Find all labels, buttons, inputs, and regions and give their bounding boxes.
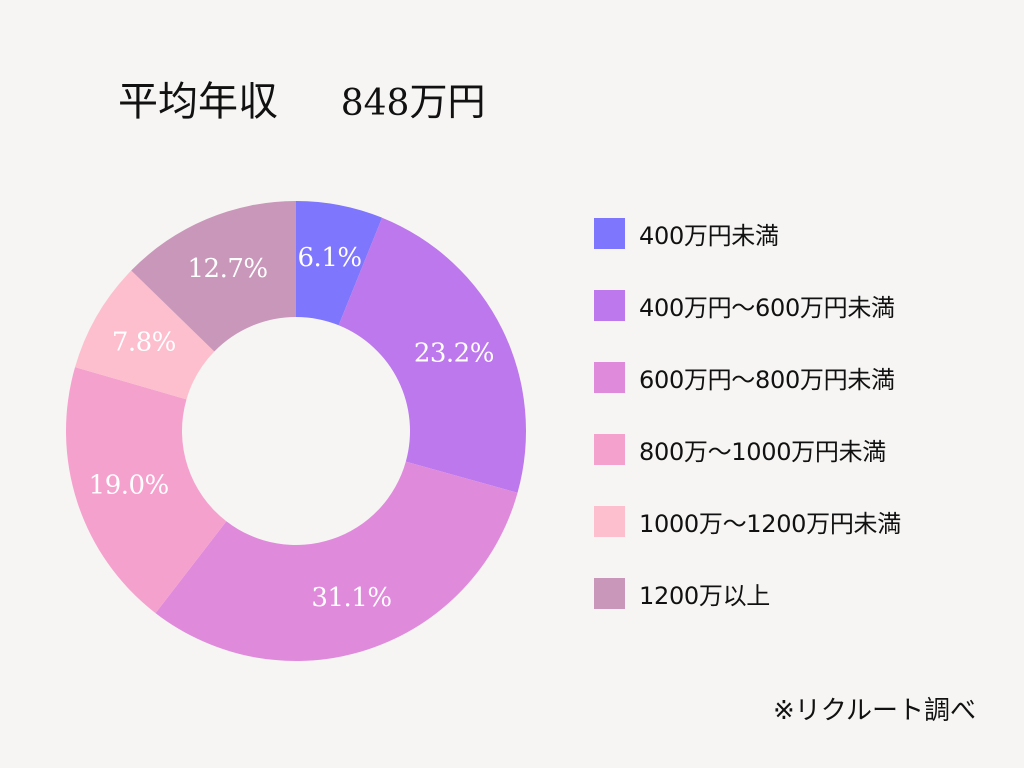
slice-value-label-6: 12.7% [188,254,268,284]
legend-label-1: 400万円未満 [639,221,779,250]
average-income-number: 848 [340,83,410,124]
legend-swatch-4 [594,433,625,465]
average-income-unit: 万円 [409,80,486,124]
donut-slice-2 [338,217,526,493]
slice-value-label-3: 31.1% [311,583,391,613]
legend-item-2: 400万円〜600万円未満 [594,287,901,323]
legend-label-6: 1200万以上 [639,581,770,610]
legend-swatch-6 [594,577,625,609]
legend-swatch-2 [594,289,625,321]
donut-slice-4 [66,367,227,614]
slice-value-label-1: 6.1% [298,243,362,273]
legend-label-5: 1000万〜1200万円未満 [639,509,901,538]
legend-label-3: 600万円〜800万円未満 [639,365,895,394]
legend-item-6: 1200万以上 [594,575,901,611]
chart-title: 平均年収 848万円 [118,78,485,128]
legend-label-4: 800万〜1000万円未満 [639,437,886,466]
title-label: 平均年収 [118,79,278,125]
legend-label-2: 400万円〜600万円未満 [639,293,895,322]
slice-value-label-2: 23.2% [414,338,494,368]
donut-slice-1 [296,201,383,326]
legend-item-4: 800万〜1000万円未満 [594,431,901,467]
legend-swatch-5 [594,505,625,537]
donut-slice-6 [131,201,296,352]
donut-slice-labels: 6.1% 23.2% 31.1% 19.0% 7.8% 12.7% [89,243,495,613]
legend-item-1: 400万円未満 [594,215,901,251]
average-income-value: 848万円 [341,78,486,128]
legend-swatch-3 [594,361,625,393]
donut-slices [66,201,526,661]
slice-value-label-4: 19.0% [89,471,169,501]
legend-item-3: 600万円〜800万円未満 [594,359,901,395]
chart-legend: 400万円未満 400万円〜600万円未満 600万円〜800万円未満 800万〜10… [594,215,901,647]
slice-value-label-5: 7.8% [112,328,176,358]
donut-slice-5 [75,270,215,400]
legend-item-5: 1000万〜1200万円未満 [594,503,901,539]
source-note: ※リクルート調べ [772,696,976,726]
donut-chart: 6.1% 23.2% 31.1% 19.0% 7.8% 12.7% [66,201,526,661]
legend-swatch-1 [594,217,625,249]
donut-slice-3 [155,461,518,661]
